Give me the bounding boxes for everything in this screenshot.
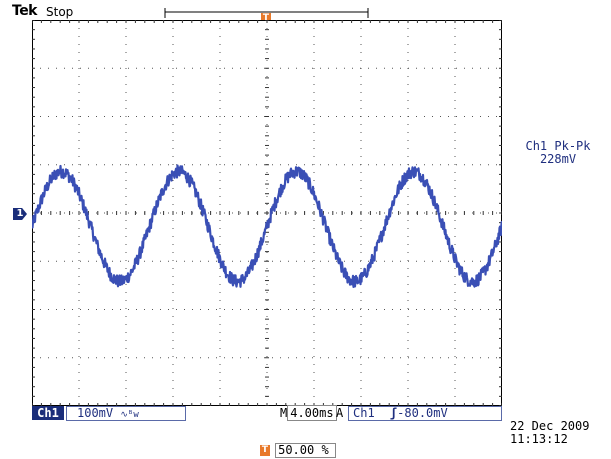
trigger-position-icon: T	[260, 445, 270, 456]
timebase-value: 4.00ms	[287, 405, 337, 421]
timebase-label: M	[280, 406, 288, 420]
status-bar: Ch1 100mV ∿ᴮw M 4.00ms A Ch1 ʃ-80.0mV	[32, 405, 502, 421]
date-time: 22 Dec 2009 11:13:12	[510, 420, 610, 446]
acquisition-status: Stop	[46, 5, 74, 19]
bandwidth-limit-icon: ∿ᴮw	[120, 410, 139, 420]
measurement-value: 228mV	[539, 152, 577, 166]
ch1-waveform	[32, 164, 502, 288]
vertical-scale: 100mV	[77, 406, 114, 420]
brand-logo: Tek	[12, 3, 38, 19]
channel-1-ground-marker[interactable]: 1	[13, 208, 27, 220]
time: 11:13:12	[510, 432, 568, 446]
trigger-position-marker-top: T	[261, 13, 271, 24]
oscilloscope-screen	[32, 20, 502, 406]
trigger-slope-icon: ʃ	[389, 406, 398, 420]
trigger-source: Ch1	[353, 406, 375, 420]
record-position-bar	[164, 8, 369, 18]
trigger-position-readout[interactable]: T 50.00 %	[260, 440, 336, 459]
trigger-position-value: 50.00 %	[275, 443, 336, 458]
vertical-scale-readout[interactable]: 100mV ∿ᴮw	[66, 406, 186, 421]
trigger-readout[interactable]: Ch1 ʃ-80.0mV	[348, 406, 502, 421]
measurement-readout: Ch1 Pk-Pk 228mV	[512, 140, 604, 166]
channel-button[interactable]: Ch1	[32, 406, 64, 420]
timebase-readout[interactable]: M 4.00ms	[280, 405, 337, 421]
waveform-trace	[32, 164, 502, 288]
measurement-label: Ch1 Pk-Pk	[525, 139, 591, 153]
trigger-mode: A	[336, 406, 344, 420]
graticule-grid	[32, 20, 502, 406]
trigger-level: -80.0mV	[397, 406, 448, 420]
date: 22 Dec 2009	[510, 419, 590, 433]
